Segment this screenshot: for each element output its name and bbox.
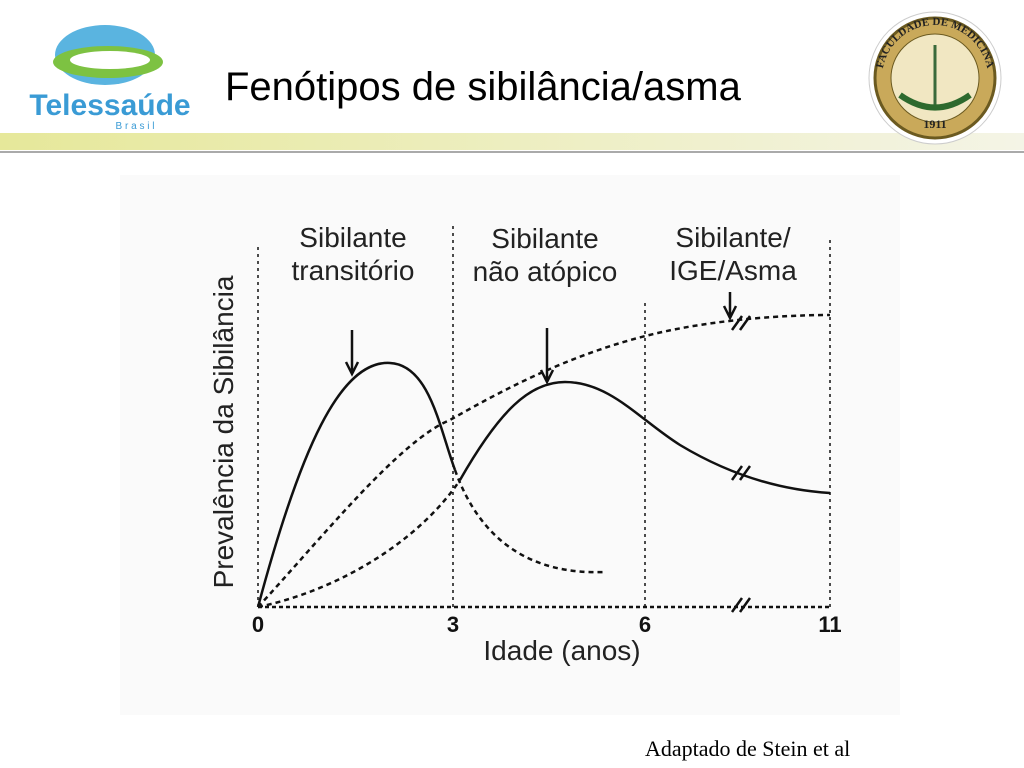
x-axis-label: Idade (anos) xyxy=(483,635,640,666)
y-axis-label: Prevalência da Sibilância xyxy=(208,275,239,588)
x-tick-label: 3 xyxy=(447,612,459,637)
header-band xyxy=(0,133,1024,150)
phase-label: IGE/Asma xyxy=(669,255,797,286)
phase-label: transitório xyxy=(292,255,415,286)
figure-drawing xyxy=(256,225,831,613)
phase-label: Sibilante/ xyxy=(675,222,790,253)
logo-subtitle: B r a s i l xyxy=(116,121,155,132)
caption: Adaptado de Stein et al xyxy=(645,736,850,761)
seal-year: 1911 xyxy=(923,117,946,131)
phase-label: Sibilante xyxy=(299,222,406,253)
figure-panel xyxy=(120,175,900,715)
logo-name: Telessaúde xyxy=(29,89,190,122)
x-tick-label: 0 xyxy=(252,612,264,637)
logo-left: Telessaúde B r a s i l xyxy=(29,25,191,132)
logo-right: FACULDADE DE MEDICINA 1911 xyxy=(868,11,1002,145)
x-tick-label: 6 xyxy=(639,612,651,637)
phase-label: não atópico xyxy=(473,256,618,287)
phase-label: Sibilante xyxy=(491,223,598,254)
x-tick-label: 11 xyxy=(818,612,841,637)
slide-title: Fenótipos de sibilância/asma xyxy=(225,65,742,109)
